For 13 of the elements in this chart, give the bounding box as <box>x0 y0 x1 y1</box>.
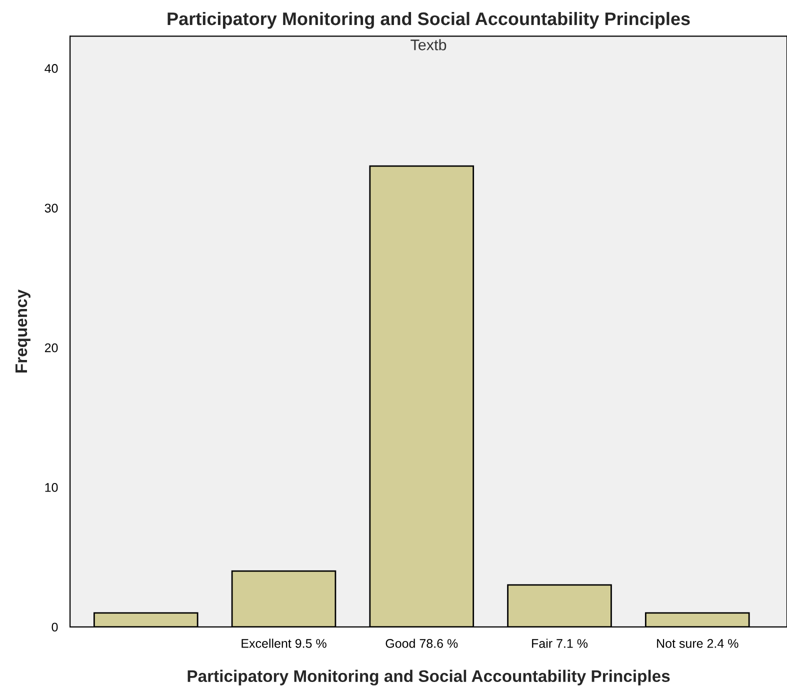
x-tick-label: Good 78.6 % <box>386 638 458 648</box>
x-tick-label: Not sure 2.4 % <box>657 639 738 648</box>
y-tick-label: 30 <box>44 204 58 213</box>
chart-title: Participatory Monitoring and Social Accountability Principles <box>168 12 690 29</box>
y-tick-label: 0 <box>52 622 58 632</box>
y-tick-label: 40 <box>44 64 58 73</box>
annotation: Textb <box>410 39 446 50</box>
x-axis-title: Participatory Monitoring and Social Accountability Principles <box>188 670 670 686</box>
y-tick-label: 20 <box>44 343 58 352</box>
y-tick-label: 10 <box>45 483 58 492</box>
x-tick-label: Fair 7.1 % <box>532 638 588 648</box>
x-tick-label: Excellent 9.5 % <box>242 638 326 648</box>
y-axis-title: Frequency <box>16 289 30 373</box>
